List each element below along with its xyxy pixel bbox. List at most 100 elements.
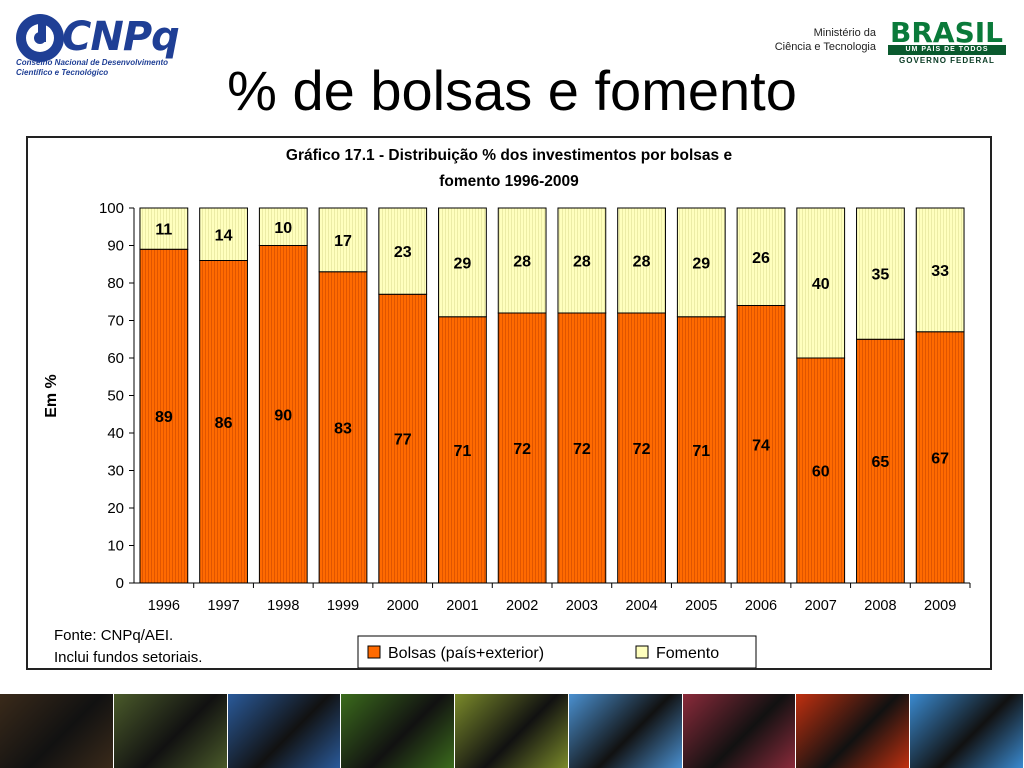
bar-fomento-2002 (497, 207, 547, 314)
x-tick-label-2003: 2003 (566, 598, 598, 614)
x-tick-label-2007: 2007 (805, 598, 837, 614)
x-tick-label-2005: 2005 (685, 598, 717, 614)
legend-swatch-bolsas (367, 645, 381, 659)
data-label-fomento-1997: 14 (215, 227, 233, 244)
data-label-bolsas-2009: 67 (931, 450, 949, 467)
bar-bolsas-2001 (438, 316, 487, 584)
y-tick-label: 30 (107, 463, 124, 480)
y-tick-label: 40 (107, 425, 124, 442)
y-tick-label: 70 (107, 313, 124, 330)
source-note: Fonte: CNPq/AEI. (54, 627, 173, 644)
data-label-bolsas-1996: 89 (155, 409, 173, 426)
data-label-fomento-2000: 23 (394, 244, 412, 261)
microscope-photo (113, 694, 228, 768)
x-tick-label-1997: 1997 (207, 598, 239, 614)
bar-fomento-2000 (378, 207, 428, 295)
y-tick-label: 0 (116, 575, 124, 592)
funds-note: Inclui fundos setoriais. (54, 649, 202, 666)
y-tick-label: 20 (107, 500, 124, 517)
ministry-line2: Ciência e Tecnologia (774, 41, 876, 53)
bar-bolsas-2008 (856, 338, 905, 584)
x-tick-label-2000: 2000 (387, 598, 419, 614)
bar-fomento-1999 (318, 207, 368, 273)
data-label-bolsas-2005: 71 (692, 443, 710, 460)
cnpq-subtitle-line2: Científico e Tecnológico (16, 68, 109, 77)
brasil-logo: BRASIL (888, 16, 1008, 49)
bar-bolsas-1996 (139, 248, 189, 584)
technology-photo (910, 694, 1024, 768)
data-label-bolsas-2004: 72 (633, 441, 651, 458)
data-label-fomento-2008: 35 (872, 267, 890, 284)
data-label-fomento-1998: 10 (274, 220, 292, 237)
x-tick-label-2009: 2009 (924, 598, 956, 614)
circuit-board-photo (455, 694, 569, 768)
data-label-fomento-2002: 28 (513, 254, 531, 271)
cnpq-logo-subtitle: Conselho Nacional de Desenvolvimento Cie… (16, 58, 168, 78)
data-label-bolsas-2001: 71 (454, 443, 472, 460)
data-label-fomento-2006: 26 (752, 250, 770, 267)
x-tick-label-1996: 1996 (148, 598, 180, 614)
brasil-logo-text: BRASIL (890, 16, 1003, 49)
bar-fomento-2006 (736, 207, 786, 306)
data-label-bolsas-1998: 90 (274, 407, 292, 424)
ministry-label: Ministério da Ciência e Tecnologia (772, 26, 876, 54)
data-label-fomento-1996: 11 (155, 222, 172, 239)
legend-box (357, 635, 757, 668)
bar-bolsas-1998 (258, 245, 308, 584)
stacked-bar-chart: Gráfico 17.1 - Distribuição % dos invest… (43, 147, 971, 668)
y-tick-label: 100 (99, 200, 124, 217)
y-tick-label: 50 (107, 388, 124, 405)
y-tick-label: 60 (107, 350, 124, 367)
data-label-bolsas-1997: 86 (215, 415, 233, 432)
legend-label-bolsas: Bolsas (país+exterior) (388, 645, 544, 662)
data-label-bolsas-2000: 77 (394, 432, 412, 449)
x-tick-label-2006: 2006 (745, 598, 777, 614)
bar-bolsas-2006 (736, 305, 786, 584)
y-axis-label: Em % (43, 374, 60, 418)
data-label-fomento-2009: 33 (931, 263, 949, 280)
bar-bolsas-2000 (378, 293, 428, 584)
bar-bolsas-2004 (617, 312, 666, 584)
dna-photo (682, 694, 797, 768)
data-label-bolsas-2002: 72 (513, 441, 531, 458)
bar-fomento-2004 (617, 207, 666, 314)
brasil-tagline: UM PAÍS DE TODOS (888, 45, 1006, 55)
cnpq-emblem-icon (16, 14, 64, 62)
data-label-bolsas-2007: 60 (812, 464, 830, 481)
page-title: % de bolsas e fomento (227, 59, 797, 122)
bar-bolsas-2007 (796, 357, 846, 584)
legend-label-fomento: Fomento (656, 645, 719, 662)
bar-fomento-2007 (796, 207, 846, 359)
brasil-government-label: GOVERNO FEDERAL (899, 56, 995, 65)
bar-fomento-1996 (139, 207, 189, 250)
y-tick-label: 10 (107, 538, 124, 555)
cnpq-logo (16, 14, 64, 62)
x-tick-label-2001: 2001 (446, 598, 478, 614)
chart-title-line2: fomento 1996-2009 (439, 173, 579, 190)
bar-bolsas-2003 (557, 312, 607, 584)
data-label-fomento-2007: 40 (812, 276, 830, 293)
data-label-bolsas-2008: 65 (872, 454, 890, 471)
x-tick-label-2002: 2002 (506, 598, 538, 614)
bar-fomento-1998 (258, 207, 308, 246)
chart-frame: Gráfico 17.1 - Distribuição % dos invest… (26, 136, 992, 670)
bar-fomento-2008 (856, 207, 905, 340)
y-tick-label: 90 (107, 238, 124, 255)
x-tick-label-2004: 2004 (625, 598, 657, 614)
bar-fomento-2005 (676, 207, 726, 318)
y-tick-label: 80 (107, 275, 124, 292)
syringe-photo (568, 694, 683, 768)
data-label-bolsas-2006: 74 (752, 437, 770, 454)
x-tick-label-1998: 1998 (267, 598, 299, 614)
chart-legend: Bolsas (país+exterior) Fomento (357, 635, 757, 668)
bar-fomento-1997 (199, 207, 248, 261)
bar-bolsas-2005 (676, 316, 726, 584)
bar-fomento-2001 (438, 207, 487, 318)
data-label-fomento-2004: 28 (633, 254, 651, 271)
chart-title-line1: Gráfico 17.1 - Distribuição % dos invest… (286, 147, 733, 164)
cnpq-subtitle-line1: Conselho Nacional de Desenvolvimento (16, 58, 169, 67)
solar-panel-photo (227, 694, 342, 768)
legend-swatch-fomento (635, 645, 649, 659)
bar-bolsas-2002 (497, 312, 547, 584)
data-label-fomento-1999: 17 (334, 233, 352, 250)
